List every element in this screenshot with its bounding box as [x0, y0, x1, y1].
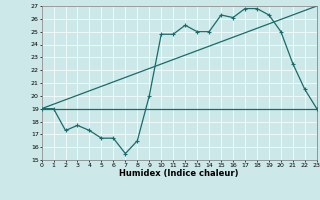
X-axis label: Humidex (Indice chaleur): Humidex (Indice chaleur)	[119, 169, 239, 178]
